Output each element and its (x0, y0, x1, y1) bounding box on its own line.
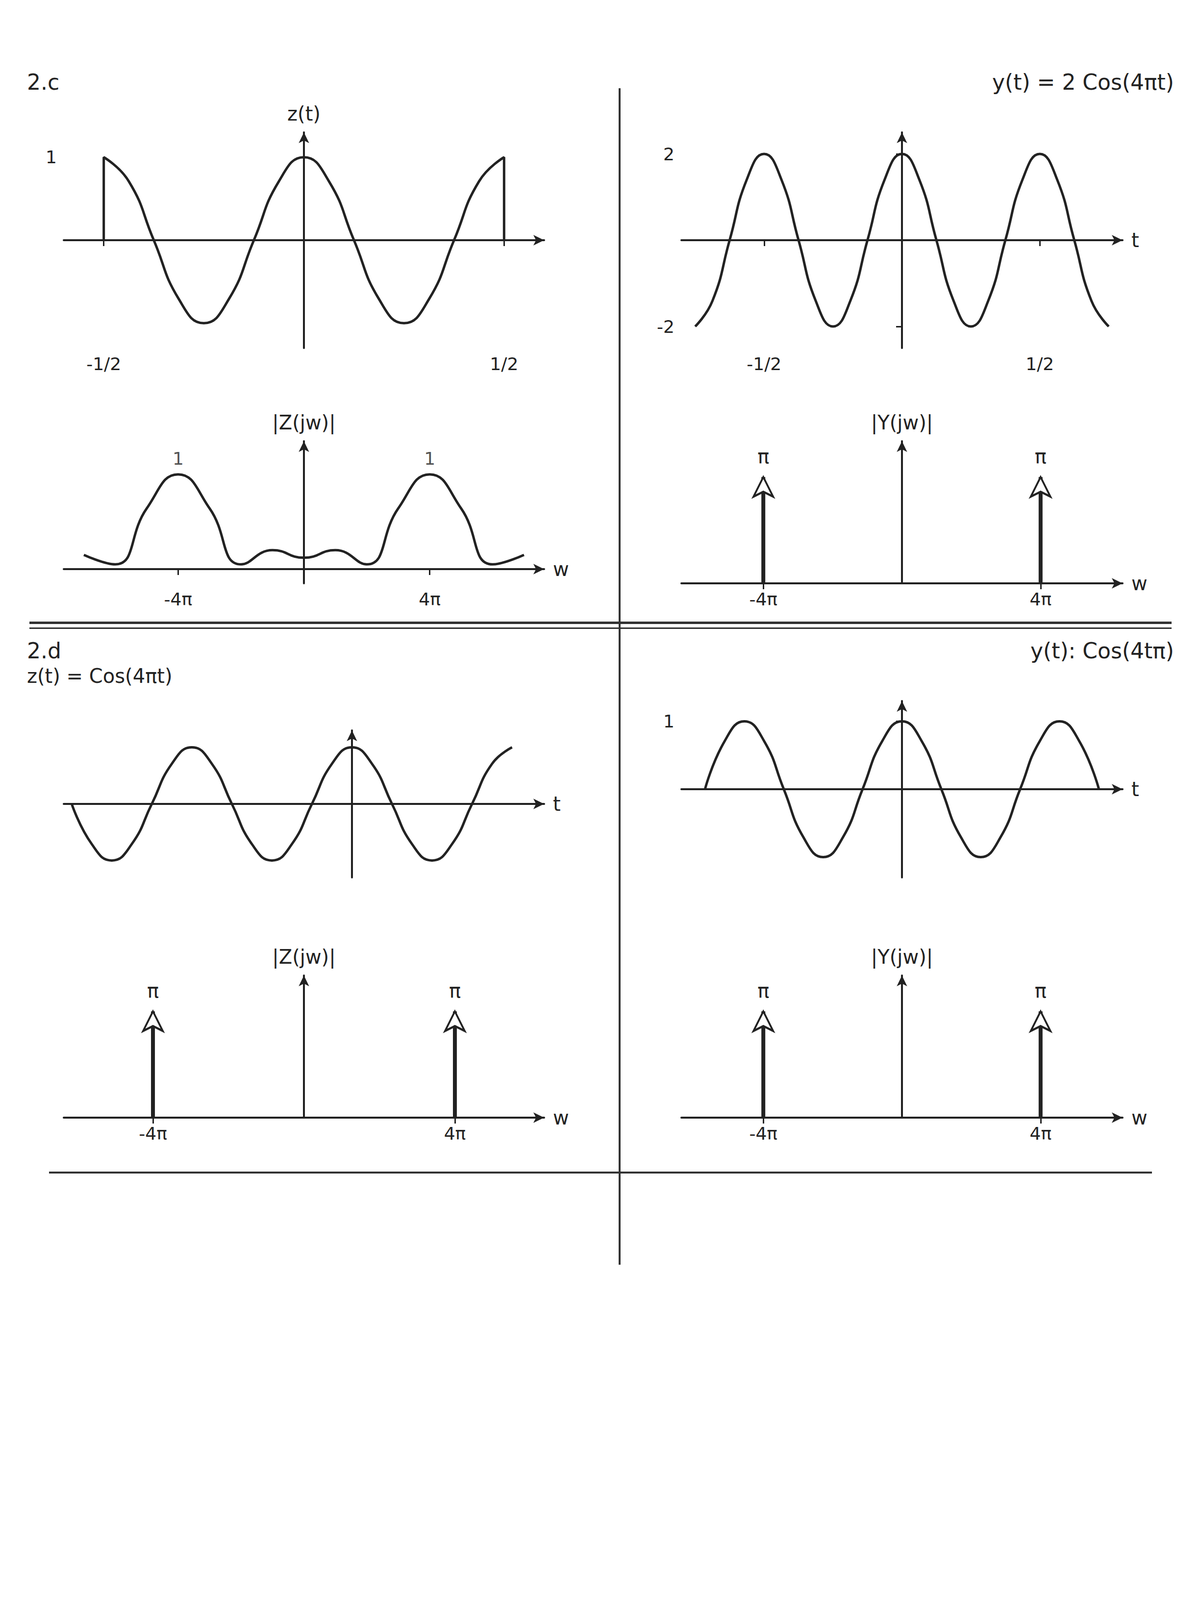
svg-text:4π: 4π (1029, 589, 1052, 610)
svg-text:-1/2: -1/2 (86, 353, 122, 375)
svg-text:w: w (1131, 572, 1148, 595)
svg-text:z(t): z(t) (287, 102, 321, 125)
svg-text:4π: 4π (418, 589, 441, 610)
svg-text:2.d: 2.d (26, 638, 62, 664)
svg-text:|Y(jw)|: |Y(jw)| (871, 411, 933, 435)
svg-text:-4π: -4π (138, 1123, 168, 1144)
svg-text:|Z(jw)|: |Z(jw)| (272, 945, 336, 969)
svg-text:-4π: -4π (164, 589, 193, 610)
svg-text:π: π (757, 445, 770, 468)
svg-text:t: t (1131, 777, 1140, 801)
svg-text:-4π: -4π (749, 1123, 778, 1144)
svg-text:z(t) = Cos(4πt): z(t) = Cos(4πt) (26, 664, 173, 688)
svg-text:2: 2 (663, 144, 675, 165)
svg-text:2.c: 2.c (26, 69, 60, 95)
svg-text:π: π (147, 979, 159, 1002)
svg-text:t: t (1131, 228, 1140, 252)
svg-text:4π: 4π (444, 1123, 467, 1144)
svg-text:1: 1 (424, 448, 436, 469)
svg-text:1/2: 1/2 (1025, 353, 1054, 375)
svg-text:-4π: -4π (749, 589, 778, 610)
svg-text:t: t (552, 792, 561, 816)
svg-text:y(t): Cos(4tπ): y(t): Cos(4tπ) (1030, 638, 1175, 664)
svg-text:1: 1 (45, 147, 57, 168)
svg-text:|Z(jw)|: |Z(jw)| (272, 411, 336, 435)
svg-text:|Y(jw)|: |Y(jw)| (871, 945, 933, 969)
svg-text:1/2: 1/2 (489, 353, 519, 375)
svg-text:w: w (1131, 1106, 1148, 1129)
svg-text:4π: 4π (1029, 1123, 1052, 1144)
svg-text:π: π (1034, 979, 1047, 1002)
svg-text:π: π (449, 979, 461, 1002)
svg-text:1: 1 (663, 711, 675, 732)
svg-text:w: w (552, 1106, 570, 1129)
svg-text:π: π (757, 979, 770, 1002)
svg-text:π: π (1034, 445, 1047, 468)
svg-text:w: w (552, 557, 570, 581)
svg-text:-2: -2 (656, 316, 675, 337)
svg-text:-1/2: -1/2 (746, 353, 782, 375)
svg-text:1: 1 (172, 448, 184, 469)
svg-text:y(t) = 2 Cos(4πt): y(t) = 2 Cos(4πt) (992, 69, 1175, 95)
